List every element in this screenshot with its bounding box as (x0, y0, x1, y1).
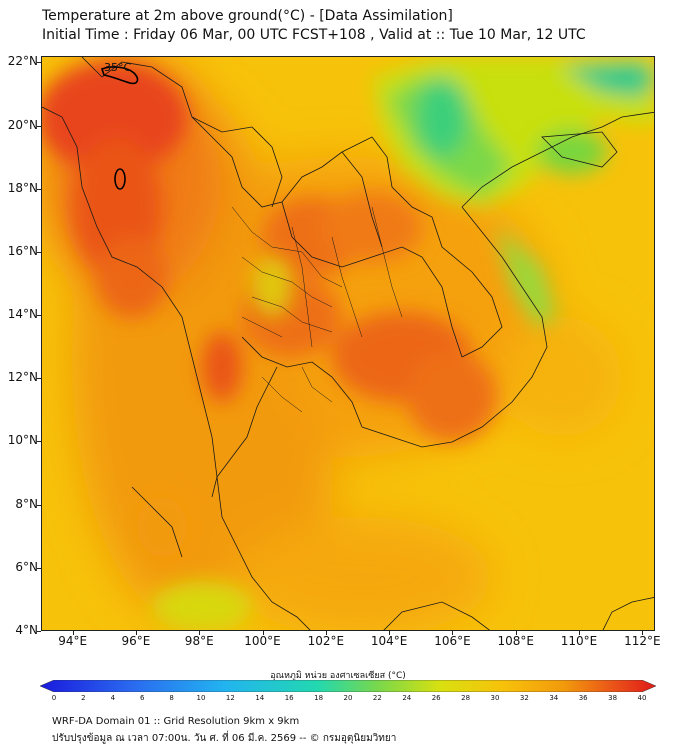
longitude-tick (325, 631, 327, 635)
colorbar-tick-label: 8 (169, 694, 174, 702)
colorbar-tick-label: 38 (608, 694, 618, 702)
longitude-label: 100°E (244, 634, 281, 648)
latitude-tick (37, 441, 41, 443)
colorbar-tick-label: 4 (110, 694, 116, 702)
province-borders (231, 206, 403, 413)
colorbar-tick-label: 32 (519, 694, 529, 702)
colorbar-tick-label: 20 (343, 694, 353, 702)
colorbar-tick-label: 10 (196, 694, 206, 702)
temperature-cool-zones (152, 57, 654, 630)
latitude-tick (37, 62, 41, 64)
colorbar-tick-label: 36 (578, 694, 588, 702)
longitude-label: 112°E (624, 634, 661, 648)
longitude-tick (389, 631, 391, 635)
colorbar (40, 680, 656, 692)
longitude-label: 106°E (434, 634, 471, 648)
colorbar-tick-label: 24 (402, 694, 412, 702)
latitude-tick (37, 315, 41, 317)
colorbar-tick-label: 0 (51, 694, 57, 702)
longitude-label: 102°E (307, 634, 345, 648)
temperature-map: 35°C (41, 56, 655, 631)
longitude-tick (199, 631, 201, 635)
longitude-label: 96°E (121, 634, 151, 648)
colorbar-tick-label: 2 (81, 694, 86, 702)
latitude-label: 16°N (7, 243, 38, 258)
latitude-label: 4°N (15, 623, 38, 637)
colorbar-tick-label: 40 (637, 694, 647, 702)
latitude-tick (37, 631, 41, 632)
colorbar-tick-label: 18 (314, 694, 324, 702)
colorbar-title: อุณหภูมิ หน่วย องศาเซลเซียส (°C) (270, 671, 406, 681)
latitude-tick (37, 567, 41, 569)
longitude-label: 108°E (497, 634, 534, 648)
longitude-tick (515, 631, 517, 635)
map-subtitle: Initial Time : Friday 06 Mar, 00 UTC FCS… (42, 27, 586, 43)
colorbar-tick-label: 6 (139, 694, 145, 702)
latitude-label: 10°N (7, 433, 38, 448)
latitude-tick (37, 504, 41, 506)
longitude-tick (642, 631, 644, 635)
footer-update-info: ปรับปรุงข้อมูล ณ เวลา 07:00น. วัน ศ. ที่… (52, 733, 397, 744)
longitude-label: 98°E (184, 634, 214, 648)
colorbar-tick-label: 12 (225, 694, 235, 702)
colorbar-tick-label: 30 (490, 694, 500, 702)
latitude-tick (37, 125, 41, 127)
longitude-label: 104°E (370, 634, 408, 648)
temperature-hot-zones (42, 62, 497, 557)
latitude-label: 6°N (15, 559, 38, 574)
latitude-label: 18°N (7, 180, 38, 195)
country-borders (42, 57, 654, 630)
latitude-label: 20°N (7, 117, 38, 132)
longitude-tick (72, 631, 74, 635)
longitude-tick (579, 631, 581, 635)
latitude-tick (37, 188, 41, 190)
longitude-tick (135, 631, 137, 635)
contour-35c (101, 66, 139, 190)
latitude-label: 14°N (7, 307, 38, 322)
map-title: Temperature at 2m above ground(°C) - [Da… (42, 8, 453, 24)
latitude-label: 8°N (15, 496, 38, 511)
latitude-label: 12°N (7, 370, 38, 385)
colorbar-tick-label: 16 (284, 694, 294, 702)
latitude-tick (37, 378, 41, 380)
contour-label: 35°C (104, 61, 131, 74)
colorbar-tick-label: 28 (461, 694, 471, 702)
colorbar-tick-label: 34 (549, 694, 559, 702)
longitude-tick (452, 631, 454, 635)
latitude-tick (37, 251, 41, 253)
colorbar-tick-label: 22 (372, 694, 382, 702)
colorbar-tick-label: 14 (255, 694, 265, 702)
longitude-label: 110°E (560, 634, 598, 648)
colorbar-tick-label: 26 (431, 694, 441, 702)
footer-model-info: WRF-DA Domain 01 :: Grid Resolution 9km … (52, 716, 300, 727)
latitude-label: 22°N (7, 54, 38, 69)
longitude-tick (262, 631, 264, 635)
longitude-label: 94°E (58, 634, 88, 648)
